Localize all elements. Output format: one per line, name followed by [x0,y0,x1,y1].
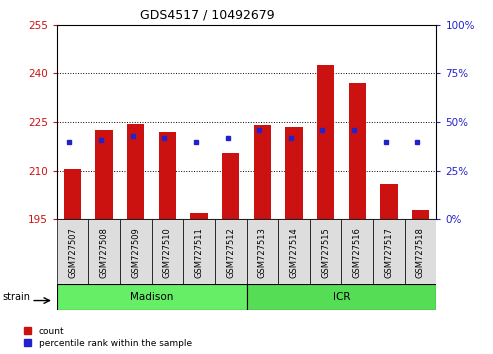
Text: GSM727508: GSM727508 [100,227,108,278]
Bar [127,124,144,219]
Bar [96,130,113,219]
Bar [412,210,429,219]
Text: GSM727509: GSM727509 [131,227,141,278]
Text: GSM727513: GSM727513 [258,227,267,278]
Text: GSM727512: GSM727512 [226,227,235,278]
Text: GSM727516: GSM727516 [352,227,362,278]
Bar [215,219,246,285]
Text: GSM727517: GSM727517 [385,227,393,278]
Bar [405,219,436,285]
Bar [159,132,176,219]
Bar [310,219,341,285]
Bar [64,169,81,219]
Bar [190,213,208,219]
Bar [246,284,436,310]
Bar [373,219,405,285]
Bar [57,219,88,285]
Bar [57,284,246,310]
Bar [183,219,215,285]
Text: GSM727511: GSM727511 [195,227,204,278]
Bar [278,219,310,285]
Text: strain: strain [2,292,31,302]
Legend: count, percentile rank within the sample: count, percentile rank within the sample [24,327,192,348]
Text: ICR: ICR [333,292,350,302]
Bar [317,65,334,219]
Bar [120,219,152,285]
Bar [222,153,240,219]
Bar [349,83,366,219]
Bar [285,127,303,219]
Bar [253,125,271,219]
Text: GSM727515: GSM727515 [321,227,330,278]
Text: GSM727518: GSM727518 [416,227,425,278]
Text: GSM727514: GSM727514 [289,227,298,278]
Text: Madison: Madison [130,292,173,302]
Bar [246,219,278,285]
Bar [88,219,120,285]
Text: GDS4517 / 10492679: GDS4517 / 10492679 [140,9,275,22]
Text: GSM727507: GSM727507 [68,227,77,278]
Bar [341,219,373,285]
Bar [152,219,183,285]
Text: GSM727510: GSM727510 [163,227,172,278]
Bar [380,184,397,219]
